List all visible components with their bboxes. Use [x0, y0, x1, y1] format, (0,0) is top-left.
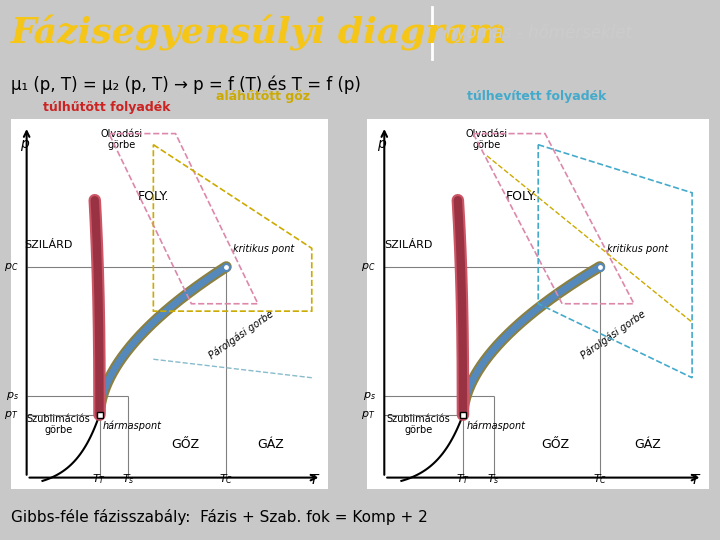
Text: $T_T$: $T_T$ — [92, 472, 107, 486]
Text: kritikus pont: kritikus pont — [233, 244, 294, 254]
Text: GŐZ: GŐZ — [541, 438, 570, 451]
Text: Szublimációs
görbe: Szublimációs görbe — [387, 414, 451, 435]
Text: FOLY.: FOLY. — [138, 190, 169, 203]
Text: $p_T$: $p_T$ — [4, 409, 19, 421]
Text: SZILÁRD: SZILÁRD — [384, 240, 433, 250]
Text: $p_C$: $p_C$ — [361, 261, 376, 273]
Text: $T_C$: $T_C$ — [593, 472, 607, 486]
Text: Olvadási
görbe: Olvadási görbe — [101, 129, 143, 151]
Text: $T_s$: $T_s$ — [487, 472, 500, 486]
Text: $p_C$: $p_C$ — [4, 261, 19, 273]
Text: túlhevített folyadék: túlhevített folyadék — [467, 90, 606, 103]
Text: nyomás - hőmérséklet: nyomás - hőmérséklet — [446, 24, 632, 42]
Text: T: T — [690, 473, 699, 487]
Text: Párolgási gorbe: Párolgási gorbe — [579, 309, 648, 361]
Text: FOLY.: FOLY. — [505, 190, 537, 203]
Text: Szublimációs
görbe: Szublimációs görbe — [27, 414, 90, 435]
Text: $T_C$: $T_C$ — [219, 472, 233, 486]
Text: p: p — [20, 137, 29, 151]
Text: $p_s$: $p_s$ — [363, 390, 376, 402]
Text: Gibbs-féle fázisszabály:  Fázis + Szab. fok = Komp + 2: Gibbs-féle fázisszabály: Fázis + Szab. f… — [11, 509, 428, 525]
Text: SZILÁRD: SZILÁRD — [24, 240, 73, 250]
Text: hármaspont: hármaspont — [467, 420, 526, 431]
Text: T: T — [310, 473, 318, 487]
Text: hármaspont: hármaspont — [103, 420, 162, 431]
Text: p: p — [377, 137, 386, 151]
Text: GÁZ: GÁZ — [257, 438, 284, 451]
Text: $p_s$: $p_s$ — [6, 390, 19, 402]
Text: kritikus pont: kritikus pont — [606, 244, 668, 254]
Text: $T_s$: $T_s$ — [122, 472, 135, 486]
Text: GÁZ: GÁZ — [634, 438, 661, 451]
Text: Fázisegyensúlyi diagram: Fázisegyensúlyi diagram — [11, 15, 507, 51]
Text: aláhűtött gőz: aláhűtött gőz — [216, 90, 310, 103]
Text: Olvadási
görbe: Olvadási görbe — [466, 129, 508, 151]
Text: μ₁ (p, T) = μ₂ (p, T) → p = f (T) és T = f (p): μ₁ (p, T) = μ₂ (p, T) → p = f (T) és T =… — [11, 76, 361, 94]
Text: GŐZ: GŐZ — [171, 438, 199, 451]
Text: $p_T$: $p_T$ — [361, 409, 376, 421]
Text: túlhűtött folyadék: túlhűtött folyadék — [43, 100, 171, 114]
Text: Párolgási gorbe: Párolgási gorbe — [207, 309, 276, 361]
Text: $T_T$: $T_T$ — [456, 472, 470, 486]
